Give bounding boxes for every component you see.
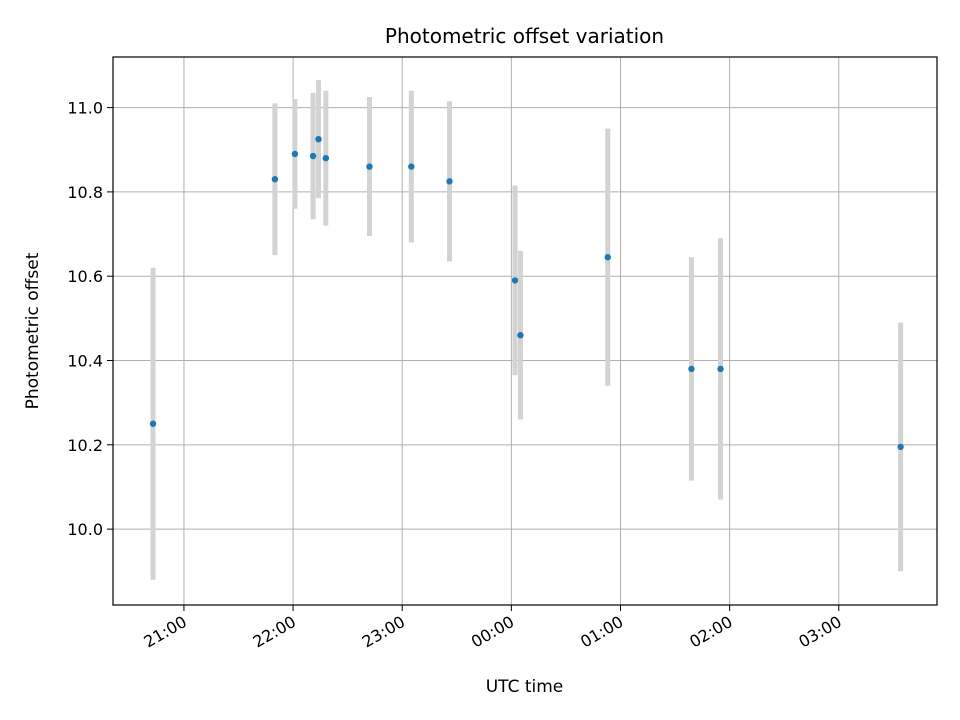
data-point: [291, 150, 299, 158]
data-point: [149, 420, 157, 427]
y-axis-ticks: 10.0 10.2 10.4 10.6 10.8 11.0: [67, 99, 113, 539]
y-tick-label: 10.2: [67, 436, 103, 455]
data-point: [408, 163, 415, 170]
data-point: [688, 365, 695, 373]
data-point: [315, 136, 322, 143]
y-tick-label: 10.0: [67, 520, 103, 539]
data-point: [271, 176, 279, 183]
y-tick-label: 10.8: [67, 183, 103, 202]
data-point: [322, 154, 330, 162]
data-point: [309, 152, 317, 160]
y-tick-label: 10.6: [67, 267, 103, 286]
plot-frame: [112, 56, 938, 606]
grid: [113, 57, 937, 605]
chart-title: Photometric offset variation: [385, 24, 664, 48]
y-axis-title: Photometric offset: [23, 252, 43, 409]
y-tick-label: 10.4: [67, 352, 103, 371]
data-point: [604, 254, 611, 261]
x-axis-title: UTC time: [486, 677, 564, 697]
data-point: [897, 443, 904, 451]
data-point: [517, 332, 524, 339]
data-point: [366, 163, 373, 170]
data-point: [717, 365, 724, 373]
y-tick-label: 11.0: [67, 99, 103, 118]
data-point: [511, 277, 519, 284]
data-points: [149, 136, 904, 451]
data-point: [446, 178, 453, 185]
